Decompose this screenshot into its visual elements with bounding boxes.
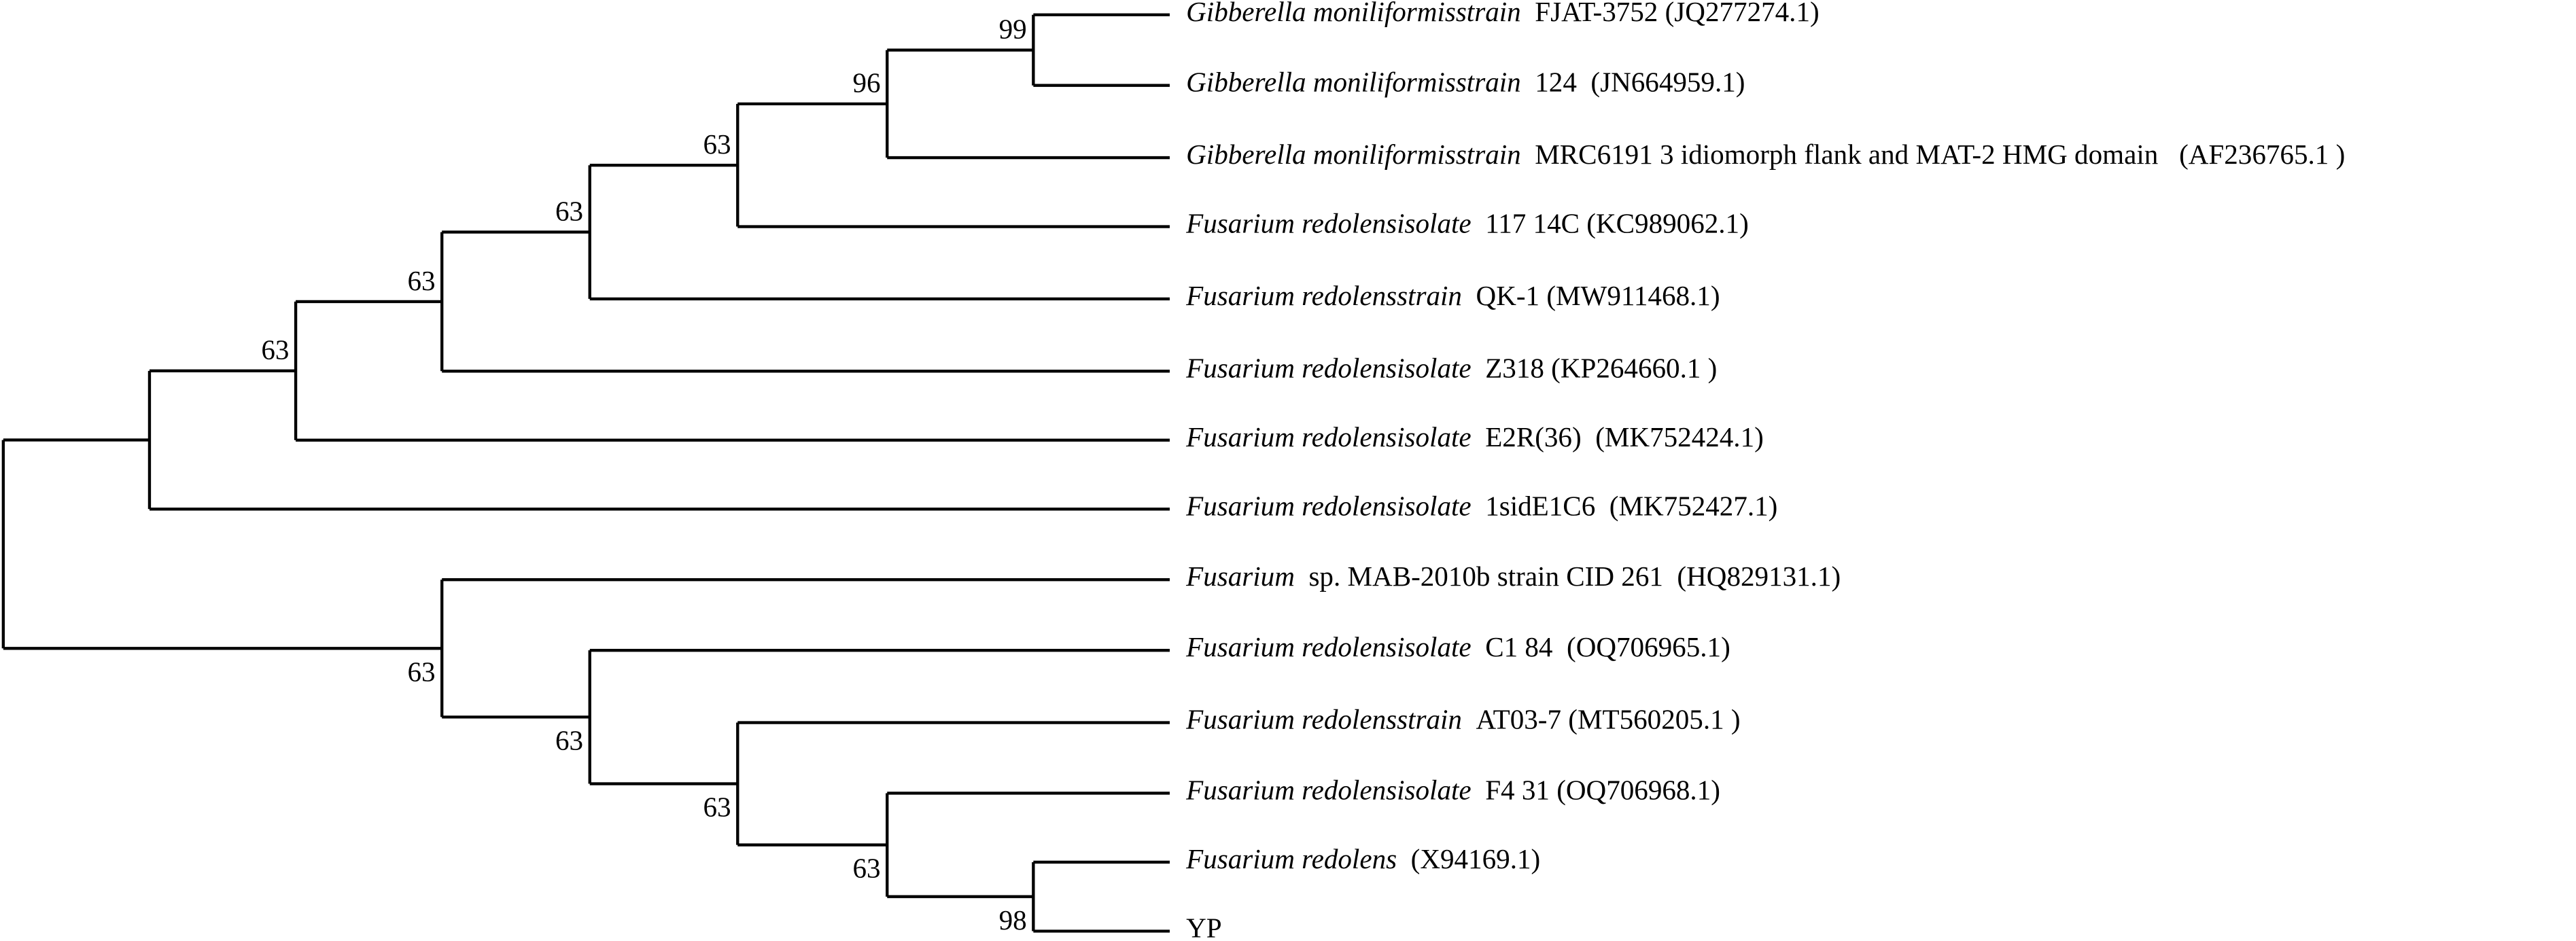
strain-info: QK-1 (MW911468.1) bbox=[1476, 280, 1720, 311]
bootstrap-label: 98 bbox=[999, 904, 1027, 936]
strain-info: 124 (JN664959.1) bbox=[1535, 67, 1745, 98]
strain-info: Z318 (KP264660.1 ) bbox=[1485, 353, 1717, 384]
bootstrap-label: 63 bbox=[407, 265, 435, 296]
leaf-label: Fusarium redolensisolate 1sidE1C6 (MK752… bbox=[1185, 491, 1777, 522]
leaf-label: Fusarium redolensisolate 117 14C (KC9890… bbox=[1185, 208, 1749, 239]
taxon-name: Gibberella moniliformisstrain bbox=[1186, 67, 1521, 98]
strain-info: FJAT-3752 (JQ277274.1) bbox=[1535, 0, 1819, 27]
leaf-label: Fusarium redolens (X94169.1) bbox=[1185, 843, 1540, 874]
bootstrap-label: 63 bbox=[555, 724, 583, 756]
leaf-label: Fusarium redolensstrain QK-1 (MW911468.1… bbox=[1185, 280, 1720, 311]
taxon-name: Fusarium bbox=[1185, 561, 1295, 592]
taxon-name: Fusarium redolensisolate bbox=[1185, 775, 1472, 806]
taxon-name: Fusarium redolensisolate bbox=[1185, 491, 1472, 522]
strain-info: 1sidE1C6 (MK752427.1) bbox=[1485, 491, 1777, 522]
leaf-label: YP bbox=[1186, 912, 1222, 941]
strain-info: 117 14C (KC989062.1) bbox=[1485, 208, 1749, 239]
taxon-name: Fusarium redolensisolate bbox=[1185, 421, 1472, 452]
leaf-label: Fusarium redolensisolate Z318 (KP264660.… bbox=[1185, 353, 1717, 384]
leaf-label: Fusarium sp. MAB-2010b strain CID 261 (H… bbox=[1185, 561, 1841, 592]
bootstrap-label: 63 bbox=[852, 853, 880, 884]
leaf-label: Fusarium redolensisolate C1 84 (OQ706965… bbox=[1185, 632, 1730, 663]
leaf-label: Fusarium redolensisolate F4 31 (OQ706968… bbox=[1185, 775, 1720, 806]
strain-info: AT03-7 (MT560205.1 ) bbox=[1476, 704, 1741, 735]
taxon-name: Fusarium redolensisolate bbox=[1185, 353, 1472, 384]
taxon-name: Fusarium redolensstrain bbox=[1185, 280, 1462, 311]
bootstrap-label: 63 bbox=[407, 656, 435, 687]
strain-info: F4 31 (OQ706968.1) bbox=[1485, 775, 1720, 806]
strain-info: MRC6191 3 idiomorph flank and MAT-2 HMG … bbox=[1535, 139, 2345, 170]
strain-info: YP bbox=[1186, 912, 1222, 941]
leaf-label: Gibberella moniliformisstrain FJAT-3752 … bbox=[1186, 0, 1820, 27]
bootstrap-label: 63 bbox=[261, 334, 289, 366]
taxon-name: Fusarium redolensstrain bbox=[1185, 704, 1462, 735]
strain-info: C1 84 (OQ706965.1) bbox=[1485, 632, 1730, 663]
leaf-label: Fusarium redolensisolate E2R(36) (MK7524… bbox=[1185, 421, 1764, 452]
taxon-name: Fusarium redolens bbox=[1185, 843, 1397, 874]
taxon-name: Gibberella moniliformisstrain bbox=[1186, 0, 1521, 27]
taxon-name: Gibberella moniliformisstrain bbox=[1186, 139, 1521, 170]
leaf-label: Fusarium redolensstrain AT03-7 (MT560205… bbox=[1185, 704, 1740, 735]
taxon-name: Fusarium redolensisolate bbox=[1185, 208, 1472, 239]
bootstrap-label: 99 bbox=[999, 14, 1027, 45]
taxon-name: Fusarium redolensisolate bbox=[1185, 632, 1472, 663]
bootstrap-label: 63 bbox=[703, 792, 731, 823]
strain-info: (X94169.1) bbox=[1411, 843, 1541, 874]
bootstrap-label: 63 bbox=[703, 128, 731, 160]
bootstrap-label: 63 bbox=[555, 195, 583, 226]
leaf-label: Gibberella moniliformisstrain 124 (JN664… bbox=[1186, 67, 1745, 98]
leaf-label: Gibberella moniliformisstrain MRC6191 3 … bbox=[1186, 139, 2345, 170]
strain-info: sp. MAB-2010b strain CID 261 (HQ829131.1… bbox=[1308, 561, 1841, 592]
bootstrap-label: 96 bbox=[852, 67, 880, 99]
strain-info: E2R(36) (MK752424.1) bbox=[1485, 421, 1764, 452]
